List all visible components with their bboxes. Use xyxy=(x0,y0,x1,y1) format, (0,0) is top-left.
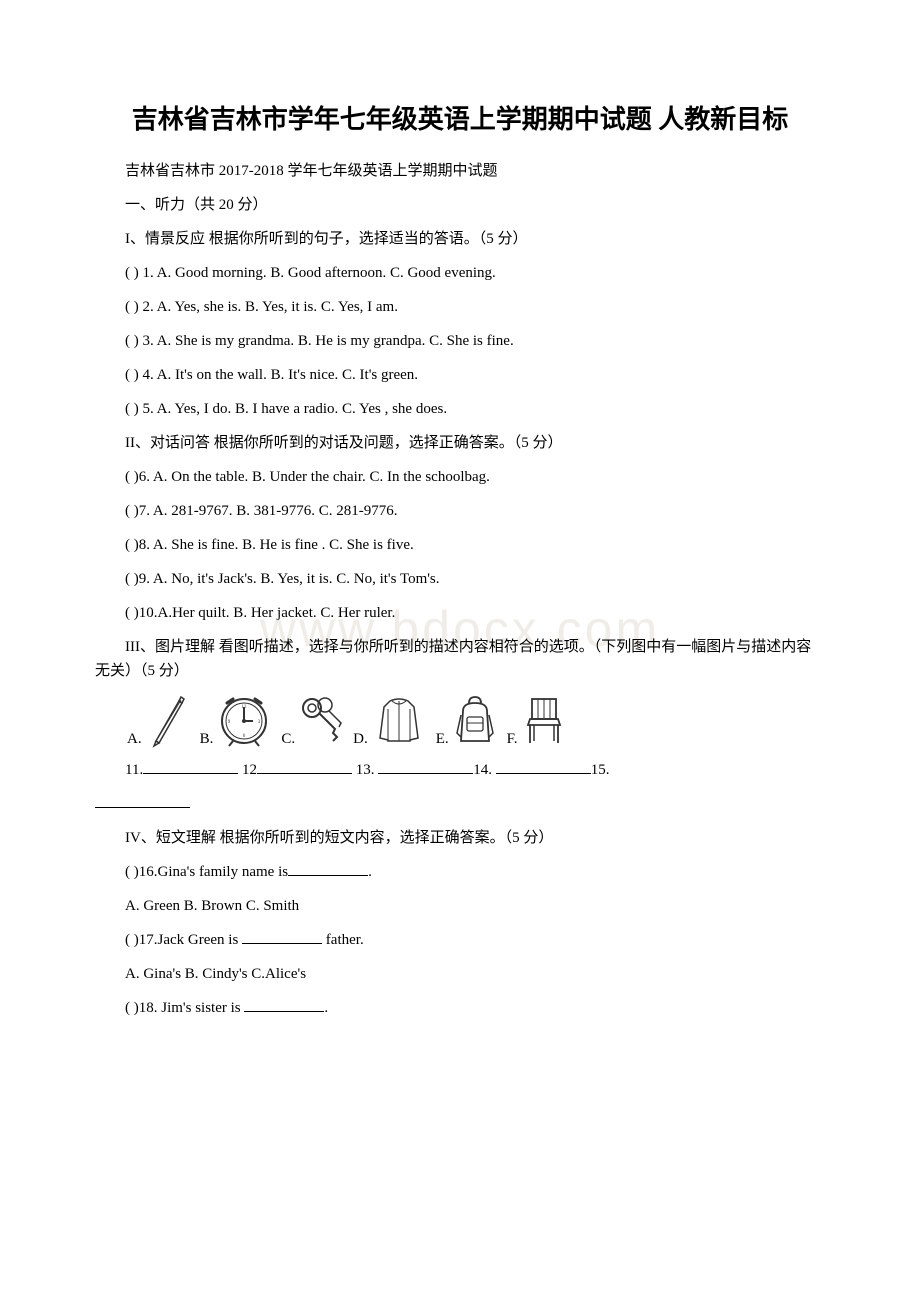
pencil-icon xyxy=(144,693,192,748)
option-d-letter: D. xyxy=(353,731,368,748)
question-17: ( )17.Jack Green is father. xyxy=(95,928,825,952)
svg-text:9: 9 xyxy=(228,720,231,725)
fill-blanks-row: 11. 12 13. 14. 15. xyxy=(125,758,825,782)
option-c-letter: C. xyxy=(281,731,295,748)
blank-q16 xyxy=(288,861,368,876)
blank-14 xyxy=(496,759,591,774)
fill-15-label: 15. xyxy=(591,762,610,778)
question-18: ( )18. Jim's sister is . xyxy=(95,996,825,1020)
svg-text:3: 3 xyxy=(258,720,261,725)
part2-header: II、对话问答 根据你所听到的对话及问题，选择正确答案。（5 分） xyxy=(95,431,825,455)
part4-header: IV、短文理解 根据你所听到的短文内容，选择正确答案。（5 分） xyxy=(95,826,825,850)
jacket-icon xyxy=(370,693,428,748)
image-options-row: A. B. 12 3 6 xyxy=(127,693,825,748)
svg-text:6: 6 xyxy=(243,734,246,739)
option-b: B. 12 3 6 9 xyxy=(200,693,274,748)
backpack-icon xyxy=(451,693,499,748)
fill-blank-15-row xyxy=(95,792,825,816)
option-f-letter: F. xyxy=(507,731,518,748)
blank-11 xyxy=(143,759,238,774)
subtitle-text: 吉林省吉林市 2017-2018 学年七年级英语上学期期中试题 xyxy=(95,159,825,183)
page-title: 吉林省吉林市学年七年级英语上学期期中试题 人教新目标 xyxy=(95,100,825,139)
blank-q18 xyxy=(244,997,324,1012)
blank-13 xyxy=(378,759,473,774)
keys-icon xyxy=(297,693,345,748)
question-2: ( ) 2. A. Yes, she is. B. Yes, it is. C.… xyxy=(95,295,825,319)
option-a-letter: A. xyxy=(127,731,142,748)
blank-12 xyxy=(257,759,352,774)
option-e: E. xyxy=(436,693,499,748)
question-10: ( )10.A.Her quilt. B. Her jacket. C. Her… xyxy=(95,601,825,625)
question-16-opts: A. Green B. Brown C. Smith xyxy=(95,894,825,918)
blank-q17 xyxy=(242,929,322,944)
question-3: ( ) 3. A. She is my grandma. B. He is my… xyxy=(95,329,825,353)
fill-14-label: 14. xyxy=(473,762,492,778)
option-e-letter: E. xyxy=(436,731,449,748)
option-f: F. xyxy=(507,693,568,748)
question-4: ( ) 4. A. It's on the wall. B. It's nice… xyxy=(95,363,825,387)
option-c: C. xyxy=(281,693,345,748)
section1-header: 一、听力（共 20 分） xyxy=(95,193,825,217)
question-16: ( )16.Gina's family name is. xyxy=(95,860,825,884)
question-9: ( )9. A. No, it's Jack's. B. Yes, it is.… xyxy=(95,567,825,591)
part1-header: I、情景反应 根据你所听到的句子，选择适当的答语。（5 分） xyxy=(95,227,825,251)
fill-12-label: 12 xyxy=(242,762,257,778)
question-5: ( ) 5. A. Yes, I do. B. I have a radio. … xyxy=(95,397,825,421)
fill-11-label: 11. xyxy=(125,762,143,778)
option-a: A. xyxy=(127,693,192,748)
question-6: ( )6. A. On the table. B. Under the chai… xyxy=(95,465,825,489)
question-17-opts: A. Gina's B. Cindy's C.Alice's xyxy=(95,962,825,986)
chair-icon xyxy=(520,693,568,748)
clock-icon: 12 3 6 9 xyxy=(215,693,273,748)
question-8: ( )8. A. She is fine. B. He is fine . C.… xyxy=(95,533,825,557)
option-b-letter: B. xyxy=(200,731,214,748)
question-1: ( ) 1. A. Good morning. B. Good afternoo… xyxy=(95,261,825,285)
blank-15 xyxy=(95,793,190,808)
part3-header: III、图片理解 看图听描述，选择与你所听到的描述内容相符合的选项。（下列图中有… xyxy=(95,635,825,683)
svg-text:12: 12 xyxy=(242,705,248,710)
fill-13-label: 13. xyxy=(356,762,375,778)
option-d: D. xyxy=(353,693,428,748)
question-7: ( )7. A. 281-9767. B. 381-9776. C. 281-9… xyxy=(95,499,825,523)
